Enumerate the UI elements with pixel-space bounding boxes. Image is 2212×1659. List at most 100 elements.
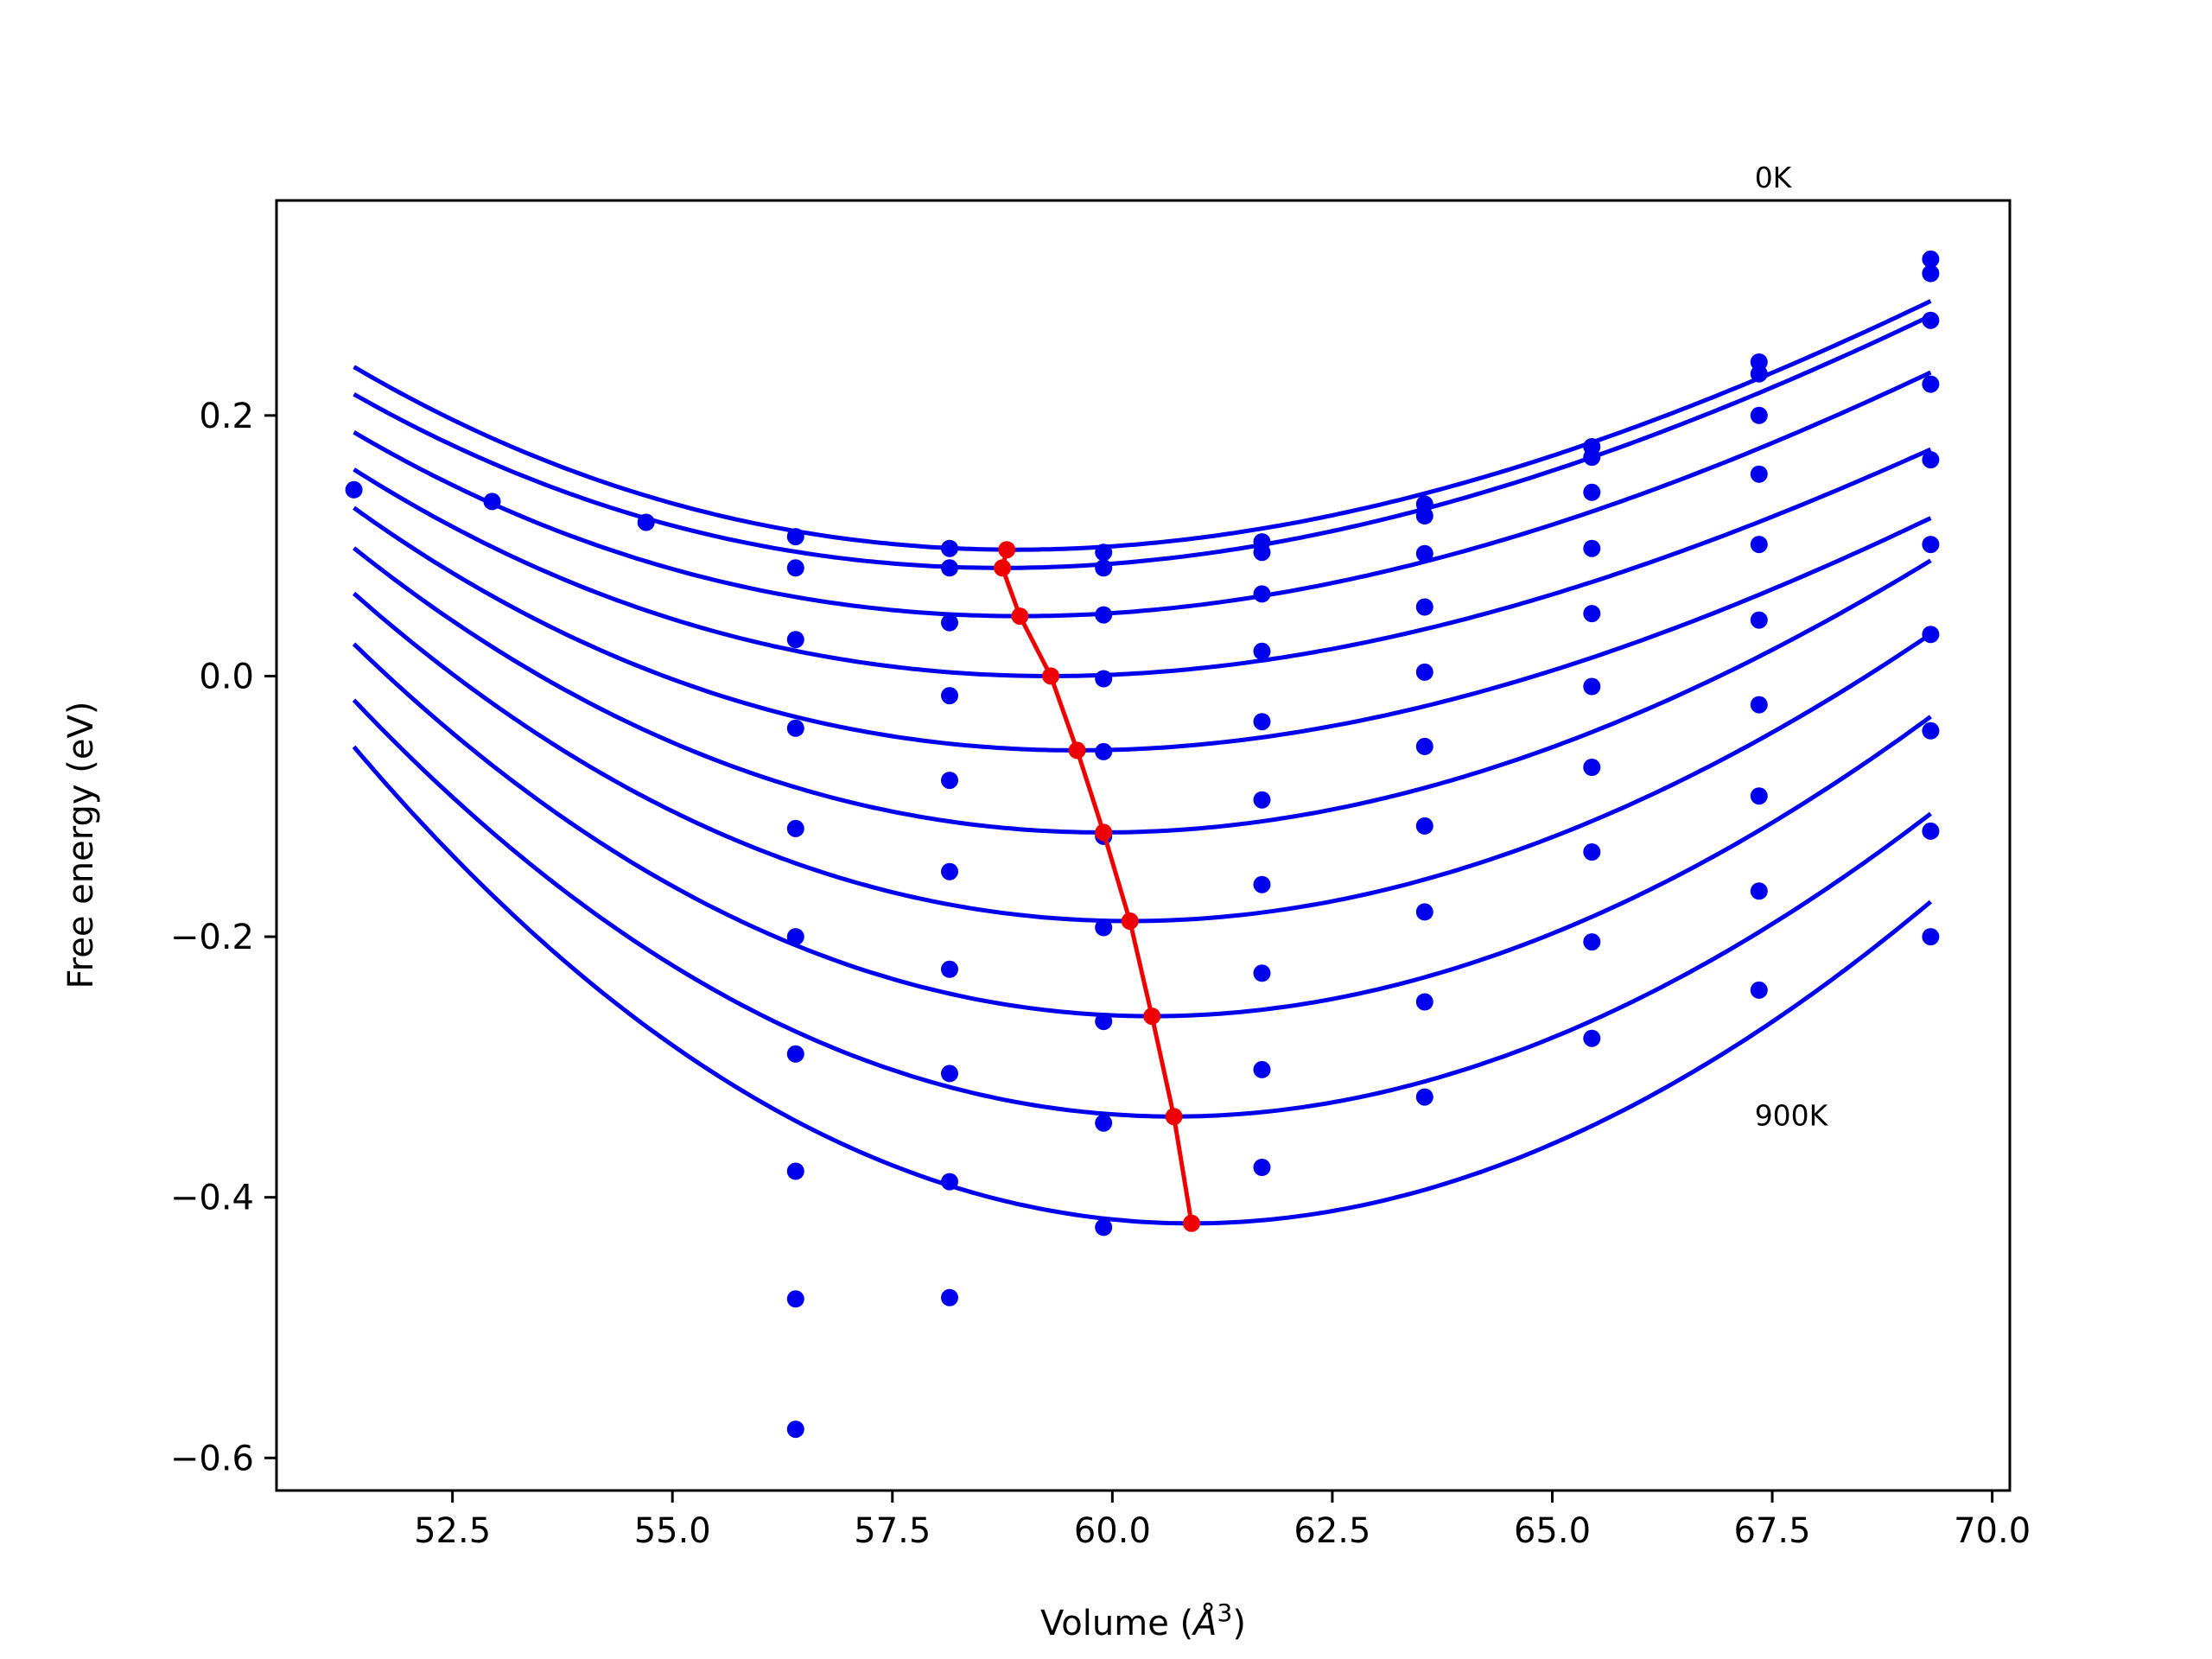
data-point: [1095, 918, 1113, 937]
data-point: [1415, 507, 1433, 524]
x-tick-label: 55.0: [634, 1511, 711, 1551]
data-point: [1253, 543, 1271, 562]
fit-curve-8: [352, 642, 1932, 1019]
fit-curve-5: [353, 505, 1932, 753]
data-point: [1253, 585, 1271, 603]
data-point: [1750, 406, 1768, 424]
data-point: [1922, 721, 1940, 740]
x-tick-label: 62.5: [1294, 1511, 1370, 1551]
data-point: [1415, 817, 1433, 835]
y-tick-label: −0.2: [170, 918, 254, 957]
data-point: [1583, 483, 1601, 501]
data-point: [1922, 311, 1940, 329]
data-point: [941, 772, 958, 790]
data-point: [941, 539, 958, 557]
plot-frame: [275, 199, 2012, 1492]
data-point: [1415, 1088, 1433, 1106]
data-point: [941, 1065, 958, 1083]
y-tick-label: 0.0: [199, 657, 254, 696]
data-point: [345, 480, 363, 499]
equilibrium-point: [1183, 1214, 1200, 1232]
equilibrium-path: [1000, 549, 1194, 1224]
data-point: [1095, 1114, 1113, 1132]
data-point: [1253, 642, 1271, 660]
fit-curves: [352, 299, 1933, 1226]
data-point: [941, 862, 958, 880]
data-point: [941, 613, 958, 632]
data-point: [1095, 606, 1113, 624]
temperature-annotation: 0K: [1755, 161, 1793, 194]
data-point: [1415, 598, 1433, 616]
data-point: [1750, 981, 1768, 999]
fit-curve-6: [353, 546, 1932, 835]
data-point: [1922, 536, 1940, 554]
data-point: [786, 719, 804, 737]
x-tick-label: 52.5: [414, 1511, 491, 1551]
equilibrium-point: [1068, 741, 1086, 760]
equilibrium-point: [1143, 1007, 1161, 1026]
data-point: [786, 528, 804, 546]
data-point: [1253, 964, 1271, 982]
data-point: [786, 631, 804, 649]
data-point: [1922, 451, 1940, 469]
data-point: [1253, 875, 1271, 893]
data-point: [941, 1173, 958, 1191]
data-point: [941, 559, 958, 577]
data-point: [1583, 759, 1601, 776]
equilibrium-point: [1011, 607, 1029, 626]
data-point: [1583, 1029, 1601, 1047]
data-point: [786, 819, 804, 837]
data-point: [1750, 787, 1768, 805]
data-point: [1922, 375, 1940, 393]
data-point: [1922, 822, 1940, 840]
data-point: [1922, 928, 1940, 946]
equilibrium-point: [994, 559, 1012, 577]
x-axis-ticks: 52.5 55.0 57.5 60.0 62.5 65.0 67.5 70.0: [414, 1491, 2031, 1551]
y-tick-label: 0.2: [199, 397, 254, 436]
data-point: [1253, 1060, 1271, 1078]
equilibrium-point: [1095, 823, 1113, 842]
y-axis-title: Free energy (eV): [61, 702, 101, 989]
fit-curve-2: [353, 314, 1932, 570]
data-point: [483, 493, 501, 511]
data-point: [1415, 737, 1433, 755]
data-point: [1415, 993, 1433, 1011]
x-tick-label: 65.0: [1514, 1511, 1591, 1551]
data-point: [1922, 264, 1940, 283]
fit-curve-4: [353, 447, 1932, 678]
fit-curve-7: [352, 591, 1932, 924]
data-point: [1253, 713, 1271, 731]
data-point: [1095, 1013, 1113, 1031]
data-point: [1253, 1159, 1271, 1176]
equilibrium-point: [1042, 667, 1060, 685]
data-point: [1415, 663, 1433, 681]
data-point: [786, 1045, 804, 1063]
data-point: [1095, 543, 1113, 562]
fit-curve-3: [353, 370, 1932, 619]
data-point: [1095, 1218, 1113, 1236]
fit-curve-9: [352, 698, 1932, 1119]
data-point: [1750, 365, 1768, 383]
x-axis-title: Volume (Å3): [1040, 1599, 1246, 1643]
equilibrium-point: [1165, 1108, 1183, 1126]
data-point: [1922, 626, 1940, 644]
data-point: [1095, 742, 1113, 760]
data-point: [1253, 791, 1271, 809]
data-point: [1583, 605, 1601, 623]
fit-curve-10: [352, 745, 1933, 1226]
data-point: [1583, 843, 1601, 861]
temperature-annotation: 900K: [1755, 1099, 1829, 1133]
data-point: [1750, 536, 1768, 554]
y-axis-ticks: 0.2 0.0 −0.2 −0.4 −0.6: [170, 397, 276, 1478]
data-point: [1415, 544, 1433, 563]
x-tick-label: 57.5: [854, 1511, 931, 1551]
equilibrium-point: [1121, 912, 1139, 930]
y-tick-label: −0.4: [170, 1179, 254, 1218]
equilibrium-point: [998, 541, 1016, 559]
x-tick-label: 67.5: [1734, 1511, 1811, 1551]
data-point: [1415, 903, 1433, 921]
data-point: [941, 687, 958, 705]
data-point: [941, 1288, 958, 1306]
annotations: 0K 900K: [1755, 161, 1829, 1133]
